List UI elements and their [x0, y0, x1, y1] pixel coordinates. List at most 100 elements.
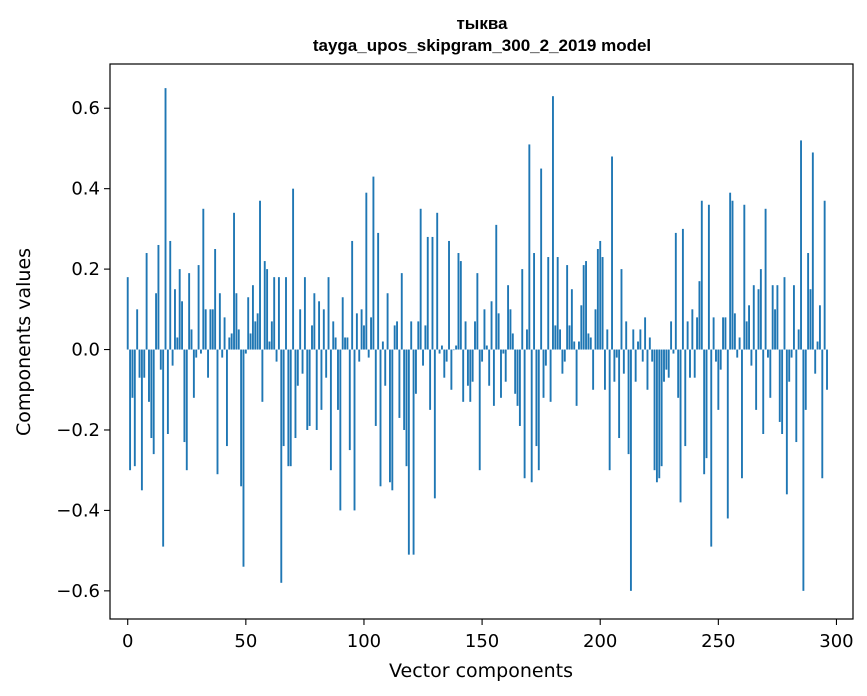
bar — [171, 349, 174, 366]
bar — [424, 325, 427, 350]
bar — [611, 156, 613, 350]
bar — [230, 333, 233, 350]
bar — [436, 212, 439, 350]
bar — [594, 309, 597, 350]
bar — [665, 349, 668, 370]
bar — [398, 349, 401, 418]
bar — [131, 349, 134, 398]
bar — [809, 289, 812, 350]
bar — [570, 289, 573, 350]
bar — [748, 305, 750, 350]
bar — [464, 321, 467, 350]
bar — [559, 329, 561, 350]
bar — [377, 232, 380, 350]
bar — [821, 349, 824, 479]
bar — [497, 313, 500, 350]
x-tick-label: 200 — [583, 631, 617, 652]
bar — [818, 305, 821, 350]
bar — [452, 349, 455, 351]
bar — [381, 341, 384, 350]
bar — [816, 341, 819, 350]
bar — [474, 321, 476, 350]
bar — [363, 325, 365, 350]
bar — [426, 236, 429, 350]
bar — [537, 349, 540, 471]
bar — [320, 349, 323, 410]
bar — [209, 309, 212, 350]
bar — [698, 281, 701, 350]
bar — [282, 349, 285, 447]
bar — [263, 261, 266, 350]
bar — [492, 349, 495, 406]
bar — [500, 349, 502, 398]
bar — [393, 325, 396, 350]
bar — [325, 349, 328, 378]
bar — [211, 309, 214, 350]
bar — [674, 232, 677, 350]
bar — [759, 269, 762, 350]
bar — [285, 277, 287, 350]
bar — [174, 289, 176, 350]
y-axis-label: Components values — [13, 248, 35, 436]
bar — [412, 349, 415, 555]
bar — [138, 349, 141, 378]
x-tick-label: 50 — [234, 631, 257, 652]
bar — [736, 349, 739, 358]
bar — [580, 305, 583, 350]
bar — [329, 349, 332, 471]
bar — [256, 313, 259, 350]
bar — [313, 293, 316, 350]
bar — [365, 192, 368, 350]
bar — [490, 301, 493, 350]
bar — [592, 349, 595, 390]
bar — [547, 257, 550, 350]
bar — [419, 208, 422, 350]
bar — [710, 349, 713, 547]
bar — [585, 261, 587, 350]
bar — [384, 349, 387, 386]
bar — [764, 208, 767, 350]
bar — [287, 349, 290, 467]
bar — [481, 349, 484, 362]
bar — [261, 349, 264, 402]
bar — [731, 200, 734, 350]
bar — [667, 349, 670, 378]
bar — [483, 309, 486, 350]
bar — [431, 236, 434, 350]
bar — [126, 277, 129, 350]
bar — [358, 349, 361, 362]
bar — [478, 349, 481, 471]
bar — [311, 325, 313, 350]
bar — [334, 337, 337, 350]
bar — [178, 269, 181, 350]
bar — [646, 349, 649, 390]
bar — [790, 349, 793, 358]
bar — [280, 349, 283, 583]
bar — [315, 349, 318, 430]
bar — [176, 337, 179, 350]
bar — [719, 349, 722, 370]
bar — [299, 309, 302, 350]
bar — [575, 349, 578, 406]
bar-series — [126, 88, 828, 591]
bar — [341, 297, 344, 350]
bar — [629, 349, 632, 591]
bar — [140, 349, 143, 491]
bar — [185, 349, 188, 471]
bar — [733, 313, 736, 350]
bar — [516, 349, 519, 406]
bar — [318, 301, 321, 350]
bar — [526, 329, 528, 350]
bar — [752, 285, 755, 350]
bar — [627, 349, 630, 455]
bar — [301, 349, 304, 374]
bar — [192, 349, 195, 398]
bar — [689, 349, 691, 378]
bar — [405, 349, 408, 467]
bar — [469, 349, 472, 402]
bar — [757, 289, 760, 350]
bar — [767, 349, 769, 358]
bar — [169, 240, 172, 350]
bar — [346, 337, 349, 350]
bar — [726, 349, 729, 519]
